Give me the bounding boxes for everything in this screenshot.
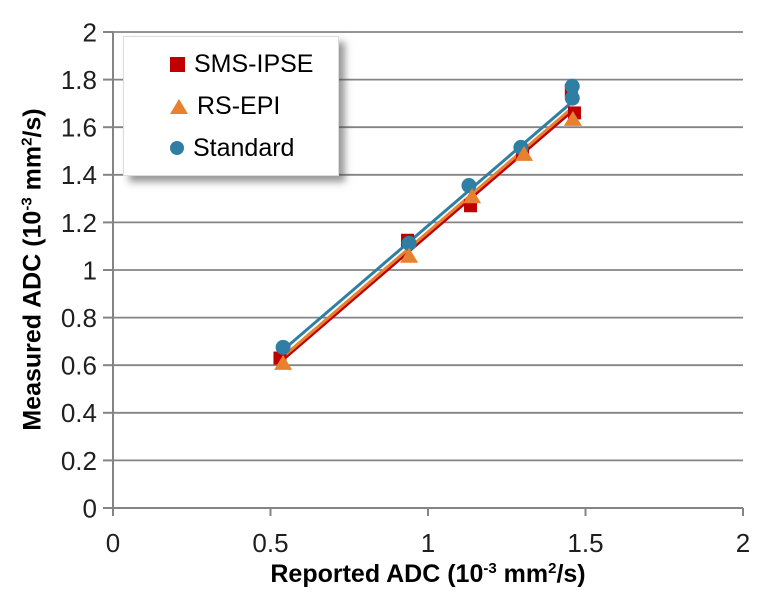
y-axis-title: Measured ADC (10-3 mm2/s) bbox=[19, 20, 48, 520]
x-title-superscript-exp: -3 bbox=[483, 560, 497, 577]
y-title-superscript-sq: 2 bbox=[18, 137, 36, 146]
legend-circle-marker-icon bbox=[170, 141, 184, 155]
y-tick-label: 2 bbox=[83, 17, 97, 47]
legend-triangle-marker-icon bbox=[170, 98, 188, 114]
y-title-suffix: /s) bbox=[18, 108, 47, 138]
x-title-suffix: /s) bbox=[556, 560, 586, 588]
y-tick-label: 1 bbox=[83, 255, 97, 285]
tick-labels: 0 0.2 0.4 0.6 0.8 1 1.2 1.4 1.6 1.8 2 0 0.5 1 1.5 2 bbox=[61, 17, 750, 558]
legend-square-marker-icon bbox=[170, 56, 185, 72]
data-point-circle bbox=[564, 90, 580, 106]
x-tick-label: 1.5 bbox=[567, 528, 603, 558]
y-tick-label: 1.4 bbox=[61, 160, 97, 190]
data-point-circle bbox=[401, 235, 417, 251]
data-point-triangle bbox=[400, 247, 419, 263]
y-tick-label: 0 bbox=[83, 493, 97, 523]
y-title-superscript-exp: -3 bbox=[18, 197, 36, 211]
data-point-triangle bbox=[563, 110, 582, 126]
y-title-units: mm bbox=[18, 145, 47, 198]
x-tick-label: 2 bbox=[736, 528, 750, 558]
legend-label-rs-epi: RS-EPI bbox=[197, 91, 281, 120]
y-tick-label: 0.6 bbox=[61, 351, 97, 381]
x-title-units: mm bbox=[496, 560, 549, 588]
series-rs-epi bbox=[274, 110, 582, 370]
legend-item-rs-epi: RS-EPI bbox=[170, 91, 338, 121]
y-tick-label: 0.4 bbox=[61, 398, 97, 428]
y-tick-label: 1.2 bbox=[61, 208, 97, 238]
data-point-circle bbox=[461, 178, 477, 194]
legend-label-sms-ipse: SMS-IPSE bbox=[194, 49, 314, 78]
legend-label-standard: Standard bbox=[193, 133, 295, 162]
x-tick-label: 1 bbox=[421, 528, 435, 558]
legend-item-sms-ipse: SMS-IPSE bbox=[170, 49, 338, 79]
y-tick-label: 0.8 bbox=[61, 303, 97, 333]
legend: SMS-IPSE RS-EPI Standard bbox=[123, 36, 339, 176]
data-point-circle bbox=[564, 78, 580, 94]
y-title-text: Measured ADC (10 bbox=[18, 210, 47, 431]
data-point-circle bbox=[275, 339, 291, 355]
x-title-superscript-sq: 2 bbox=[548, 560, 557, 577]
y-tick-label: 0.2 bbox=[61, 446, 97, 476]
tick-marks bbox=[103, 31, 744, 516]
data-point-triangle bbox=[515, 145, 534, 161]
x-tick-label: 0.5 bbox=[252, 528, 288, 558]
x-axis-title: Reported ADC (10-3 mm2/s) bbox=[178, 560, 678, 589]
data-point-triangle bbox=[274, 354, 293, 370]
y-tick-label: 1.8 bbox=[61, 65, 97, 95]
x-tick-label: 0 bbox=[106, 528, 120, 558]
x-title-text: Reported ADC (10 bbox=[270, 560, 484, 588]
data-point-triangle bbox=[463, 188, 482, 204]
y-tick-label: 1.6 bbox=[61, 113, 97, 143]
legend-item-standard: Standard bbox=[170, 133, 338, 163]
